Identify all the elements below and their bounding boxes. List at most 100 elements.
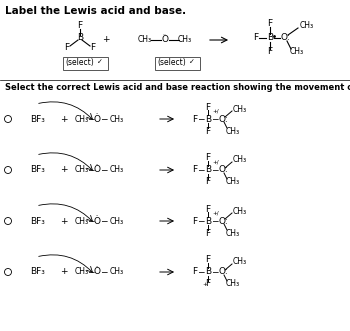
Text: −: −: [211, 267, 219, 276]
Text: ··: ··: [95, 264, 99, 269]
Circle shape: [5, 166, 12, 173]
Text: F: F: [193, 216, 197, 225]
Text: O:: O:: [218, 267, 228, 276]
Text: −: −: [197, 216, 205, 225]
Text: BF₃: BF₃: [30, 216, 45, 225]
Text: O: O: [93, 267, 100, 276]
Text: −: −: [87, 216, 95, 225]
Text: ··: ··: [95, 111, 99, 116]
Text: CH₃: CH₃: [226, 228, 240, 238]
Text: +: +: [60, 115, 68, 123]
Text: BF₃: BF₃: [30, 166, 45, 174]
Text: F: F: [193, 166, 197, 174]
Text: BF₃: BF₃: [30, 115, 45, 123]
Text: +/: +/: [213, 109, 219, 114]
Text: −: −: [211, 115, 219, 123]
Text: ··: ··: [162, 32, 166, 37]
Text: B: B: [205, 115, 211, 123]
Text: F: F: [193, 115, 197, 123]
Text: (select): (select): [158, 58, 186, 67]
Text: F: F: [267, 48, 273, 57]
Text: +: +: [60, 216, 68, 225]
Text: O: O: [93, 115, 100, 123]
Text: CH₃: CH₃: [226, 279, 240, 289]
Text: CH₃: CH₃: [110, 267, 124, 276]
Text: CH₃: CH₃: [233, 258, 247, 266]
Text: +/: +/: [213, 211, 219, 215]
Circle shape: [5, 116, 12, 122]
Circle shape: [5, 268, 12, 275]
Text: −: −: [197, 115, 205, 123]
Text: CH₃: CH₃: [75, 115, 89, 123]
Text: O: O: [93, 166, 100, 174]
Text: B: B: [205, 216, 211, 225]
Text: Select the correct Lewis acid and base reaction showing the movement of electron: Select the correct Lewis acid and base r…: [5, 83, 350, 92]
Text: −: −: [100, 267, 108, 276]
Text: −: −: [211, 216, 219, 225]
Text: CH₃: CH₃: [75, 216, 89, 225]
Text: CH₃: CH₃: [75, 166, 89, 174]
Text: O:: O:: [218, 216, 228, 225]
Text: O: O: [93, 216, 100, 225]
Text: O: O: [161, 35, 168, 44]
Text: CH₃: CH₃: [138, 35, 152, 44]
Text: CH₃: CH₃: [300, 22, 314, 30]
Text: −: −: [87, 115, 95, 123]
Text: F: F: [205, 177, 211, 186]
Text: −: −: [87, 267, 95, 276]
Circle shape: [5, 217, 12, 224]
Text: F: F: [205, 228, 211, 238]
Text: F: F: [205, 279, 211, 289]
Text: CH₃: CH₃: [75, 267, 89, 276]
Text: CH₃: CH₃: [110, 166, 124, 174]
Text: F: F: [267, 20, 273, 28]
Text: ✓: ✓: [97, 59, 103, 65]
Text: CH₃: CH₃: [226, 177, 240, 186]
Text: −: −: [100, 216, 108, 225]
Text: BF₃: BF₃: [30, 267, 45, 276]
Text: F: F: [205, 256, 211, 264]
Text: F: F: [205, 154, 211, 163]
Text: CH₃: CH₃: [226, 126, 240, 135]
Text: −: −: [87, 166, 95, 174]
Text: F: F: [205, 126, 211, 135]
FancyBboxPatch shape: [63, 57, 107, 70]
Text: −: −: [100, 115, 108, 123]
Text: O:: O:: [218, 166, 228, 174]
Text: (select): (select): [66, 58, 94, 67]
Text: −: −: [100, 166, 108, 174]
Text: −: −: [211, 166, 219, 174]
Text: CH₃: CH₃: [178, 35, 192, 44]
Text: F: F: [205, 103, 211, 112]
Text: CH₃: CH₃: [233, 105, 247, 114]
Text: +/: +/: [213, 160, 219, 165]
Text: B: B: [77, 33, 83, 42]
FancyBboxPatch shape: [154, 57, 199, 70]
Text: B: B: [205, 166, 211, 174]
Text: CH₃: CH₃: [110, 216, 124, 225]
Text: CH₃: CH₃: [233, 156, 247, 165]
Text: +: +: [60, 166, 68, 174]
Text: ✓: ✓: [189, 59, 195, 65]
Text: CH₃: CH₃: [290, 48, 304, 57]
Text: B: B: [267, 33, 273, 42]
Text: −: −: [197, 166, 205, 174]
Text: −: −: [197, 267, 205, 276]
Text: O:: O:: [280, 33, 290, 42]
Text: CH₃: CH₃: [233, 207, 247, 215]
Text: F: F: [90, 43, 96, 53]
Text: B: B: [205, 267, 211, 276]
Text: F: F: [193, 267, 197, 276]
Text: +: +: [60, 267, 68, 276]
Text: F: F: [205, 205, 211, 213]
Text: F: F: [64, 43, 70, 53]
Text: F: F: [253, 33, 259, 42]
Text: O:: O:: [218, 115, 228, 123]
Text: Label the Lewis acid and base.: Label the Lewis acid and base.: [5, 6, 186, 16]
Text: CH₃: CH₃: [110, 115, 124, 123]
Text: ··: ··: [95, 213, 99, 218]
Text: ··: ··: [95, 162, 99, 167]
Text: +: +: [102, 35, 110, 44]
Text: +: +: [203, 282, 207, 288]
Text: F: F: [77, 22, 83, 30]
